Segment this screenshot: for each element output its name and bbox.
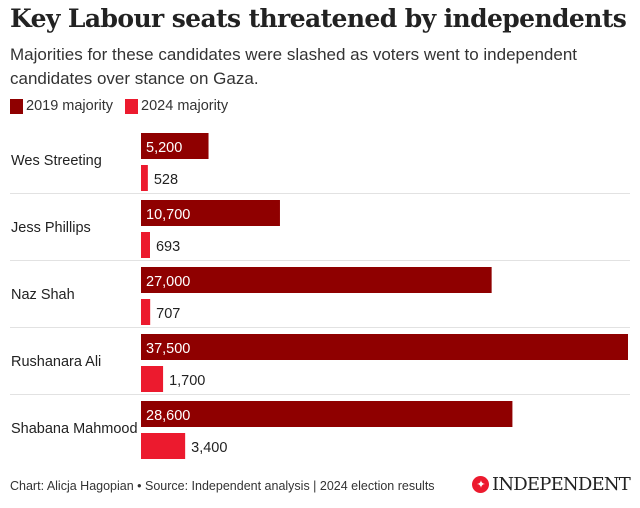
eagle-icon: ✦ bbox=[472, 476, 490, 493]
bar-2019 bbox=[141, 334, 628, 360]
bar-2024 bbox=[141, 232, 150, 258]
category-label: Wes Streeting bbox=[11, 153, 102, 169]
bar-2024 bbox=[141, 433, 186, 459]
legend-label-2019: 2019 majority bbox=[26, 98, 114, 114]
bar-2019 bbox=[141, 267, 492, 293]
bar-2019 bbox=[141, 401, 513, 427]
category-label: Naz Shah bbox=[11, 287, 75, 303]
data-label-2019: 5,200 bbox=[146, 140, 182, 156]
bar-2019 bbox=[141, 200, 280, 226]
bar-2024 bbox=[141, 165, 148, 191]
legend-item-2024: 2024 majority bbox=[125, 98, 228, 114]
data-label-2019: 28,600 bbox=[146, 408, 190, 424]
data-label-2019: 10,700 bbox=[146, 207, 190, 223]
data-label-2024: 3,400 bbox=[191, 440, 227, 456]
bar-2024 bbox=[141, 366, 164, 392]
legend-label-2024: 2024 majority bbox=[141, 98, 229, 114]
category-label: Jess Phillips bbox=[11, 220, 91, 236]
logo-text: INDEPENDENT bbox=[492, 474, 631, 495]
data-label-2024: 693 bbox=[156, 239, 180, 255]
category-label: Rushanara Ali bbox=[11, 354, 101, 370]
legend-swatch-2019 bbox=[10, 98, 23, 114]
chart-subtitle: Majorities for these candidates were sla… bbox=[10, 45, 577, 88]
category-label: Shabana Mahmood bbox=[11, 421, 138, 437]
footer-credit: Chart: Alicja Hagopian • Source: Indepen… bbox=[10, 479, 435, 493]
legend-item-2019: 2019 majority bbox=[10, 98, 113, 114]
data-label-2019: 37,500 bbox=[146, 341, 190, 357]
legend-swatch-2024 bbox=[125, 98, 139, 114]
chart-title: Key Labour seats threatened by independe… bbox=[10, 4, 627, 33]
bar-chart: Wes Streeting 5,200 528 Jess Phillips 10,700… bbox=[10, 133, 630, 459]
data-label-2019: 27,000 bbox=[146, 274, 190, 290]
data-label-2024: 528 bbox=[154, 172, 178, 188]
bar-2024 bbox=[141, 299, 151, 325]
legend: 2019 majority 2024 majority bbox=[10, 98, 228, 114]
bar-2019 bbox=[141, 133, 209, 159]
data-label-2024: 707 bbox=[156, 306, 180, 322]
data-label-2024: 1,700 bbox=[169, 373, 205, 389]
independent-logo: ✦ INDEPENDENT bbox=[472, 474, 631, 495]
